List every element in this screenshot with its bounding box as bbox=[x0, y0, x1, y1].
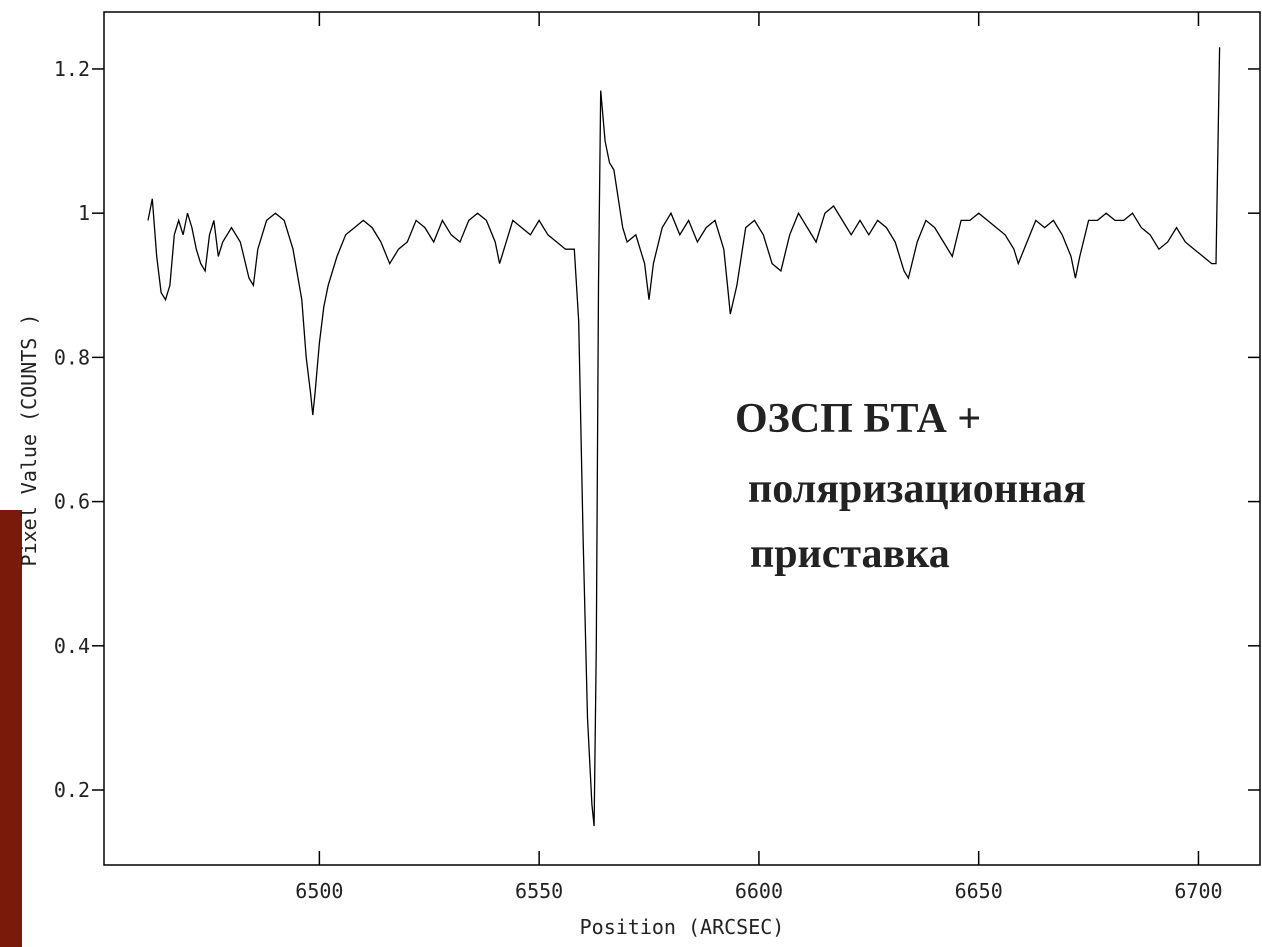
x-tick-label: 6600 bbox=[735, 879, 783, 903]
y-tick-label: 0.6 bbox=[54, 490, 90, 514]
y-tick-label: 0.2 bbox=[54, 778, 90, 802]
y-tick-label: 1.2 bbox=[54, 57, 90, 81]
x-axis-label: Position (ARCSEC) bbox=[580, 915, 785, 939]
annotation: ОЗСП БТА + bbox=[735, 396, 981, 442]
y-tick-label: 0.4 bbox=[54, 634, 90, 658]
plot-frame bbox=[103, 11, 1261, 866]
y-axis-label: Pixel Value (COUNTS ) bbox=[17, 314, 41, 567]
spectrum-line bbox=[147, 47, 1221, 827]
y-tick-label: 0.8 bbox=[54, 345, 90, 369]
y-tick-label: 1 bbox=[78, 201, 90, 225]
annotation: поляризационная bbox=[748, 466, 1086, 512]
x-tick-label: 6500 bbox=[295, 879, 343, 903]
annotation: приставка bbox=[750, 531, 950, 577]
x-tick-label: 6700 bbox=[1174, 879, 1222, 903]
background-image bbox=[0, 510, 22, 947]
x-tick-label: 6550 bbox=[515, 879, 563, 903]
x-tick-label: 6650 bbox=[955, 879, 1003, 903]
